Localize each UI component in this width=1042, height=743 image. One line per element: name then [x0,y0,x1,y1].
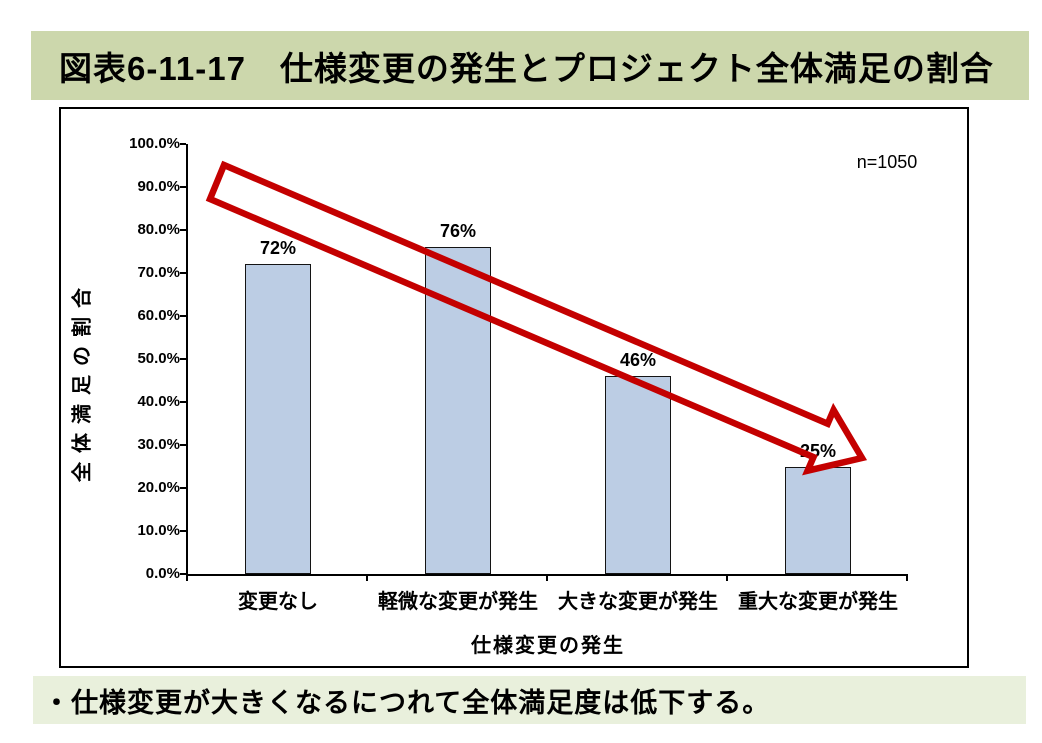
x-tick [186,574,188,581]
y-tick [180,573,186,575]
plot-area: 100.0% 90.0% 80.0% 70.0% 60.0% 50.0% 40.0% 30.0… [61,109,967,666]
x-tick [546,574,548,581]
bar [245,264,311,574]
y-tick-label: 80.0% [137,221,180,238]
y-tick [180,487,186,489]
bar-value-label: 72% [259,238,297,259]
y-tick-label: 40.0% [137,393,180,410]
x-axis-title: 仕様変更の発生 [471,635,625,657]
y-tick [180,315,186,317]
y-tick-label: 0.0% [145,565,180,582]
bar [605,376,671,574]
x-tick [906,574,908,581]
y-tick [180,186,186,188]
footer-banner: ・仕様変更が大きくなるにつれて全体満足度は低下する。 [33,676,1026,724]
y-tick-label: 60.0% [137,307,180,324]
conclusion-note: ・仕様変更が大きくなるにつれて全体満足度は低下する。 [43,687,771,718]
x-tick [726,574,728,581]
x-category-label: 重大な変更が発生 [738,591,898,613]
y-tick-label: 100.0% [129,135,180,152]
y-tick-label: 20.0% [137,479,180,496]
y-tick [180,272,186,274]
y-tick-label: 30.0% [137,436,180,453]
sample-size-label: n=1050 [856,152,918,172]
y-tick-label: 10.0% [137,522,180,539]
figure-title: 図表6-11-17 仕様変更の発生とプロジェクト全体満足の割合 [59,49,994,87]
bar [425,247,491,574]
chart-panel: 100.0% 90.0% 80.0% 70.0% 60.0% 50.0% 40.0% 30.0… [59,107,969,668]
y-axis-line [186,144,188,574]
y-tick [180,530,186,532]
y-tick [180,229,186,231]
title-banner: 図表6-11-17 仕様変更の発生とプロジェクト全体満足の割合 [31,31,1029,100]
bar [785,466,851,574]
y-tick-label: 70.0% [137,264,180,281]
y-tick-label: 90.0% [137,178,180,195]
bar-value-label: 25% [799,440,837,461]
x-tick [366,574,368,581]
x-category-label: 軽微な変更が発生 [378,591,538,613]
y-tick [180,358,186,360]
y-tick-label: 50.0% [137,350,180,367]
y-tick [180,143,186,145]
y-tick [180,444,186,446]
x-category-label: 大きな変更が発生 [558,591,718,613]
y-tick [180,401,186,403]
y-axis-title: 全体満足の割合 [71,279,94,482]
x-category-label: 変更なし [238,591,318,613]
bar-value-label: 76% [439,221,477,242]
bar-value-label: 46% [619,350,657,371]
